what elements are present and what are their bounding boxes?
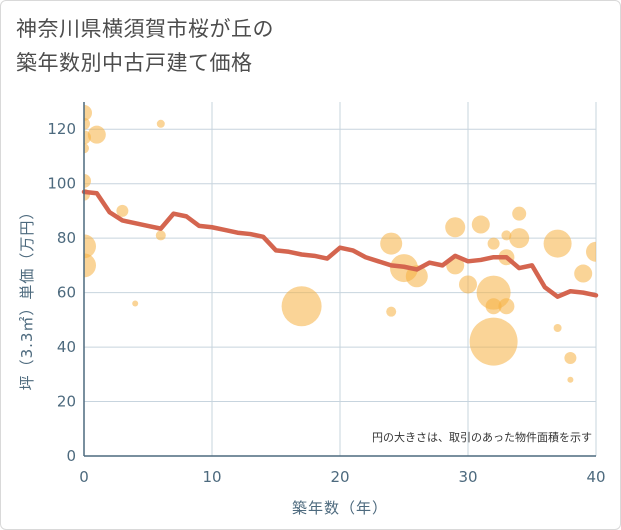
data-bubble [155,230,166,241]
data-bubble [459,275,477,294]
data-bubble [84,234,96,259]
data-bubble [469,317,518,366]
x-tick-label: 10 [202,468,221,486]
data-bubble [487,237,500,250]
data-bubble [445,217,466,238]
size-annotation: 円の大きさは、取引のあった物件面積を示す [372,430,592,444]
y-tick-label: 0 [66,447,76,465]
y-tick-label: 120 [47,120,76,138]
data-bubble [84,104,92,121]
data-bubble [485,298,502,315]
x-tick-label: 0 [79,468,89,486]
tick-layer: 0 10 20 30 40 0 20 40 60 80 100 120 [47,120,605,486]
y-tick-label: 60 [57,284,76,302]
data-bubble [586,241,596,262]
data-bubble [84,117,90,130]
data-bubble [156,119,165,128]
data-bubble [380,232,403,255]
data-bubble [501,230,512,241]
y-tick-label: 100 [47,175,76,193]
chart-title-line-1: 神奈川県横須賀市桜が丘の [16,17,274,41]
trend-layer [81,189,599,299]
chart-title: 神奈川県横須賀市桜が丘の 築年数別中古戸建て価格 [16,12,274,80]
data-bubble [116,204,129,217]
y-tick-label: 20 [57,393,76,411]
data-bubble [567,376,574,383]
x-tick-label: 30 [458,468,477,486]
x-axis-label: 築年数（年） [292,499,388,517]
data-bubble [553,324,562,333]
data-bubble [84,173,91,188]
data-bubble [574,264,593,283]
data-bubble [84,143,89,154]
data-bubble [543,229,572,258]
data-bubble [386,306,397,317]
x-tick-label: 40 [586,468,605,486]
data-bubble [84,253,96,278]
data-bubble [564,351,577,364]
data-bubble [405,265,428,288]
chart-title-line-2: 築年数別中古戸建て価格 [16,51,253,75]
data-bubble [509,228,530,249]
data-bubble [471,215,490,234]
grid-layer [84,102,597,456]
data-bubble [498,298,515,315]
data-bubble [281,286,322,327]
average-trend-line [81,189,599,299]
x-tick-label: 20 [330,468,349,486]
data-bubble [87,125,106,144]
data-bubble [132,300,139,307]
y-tick-label: 40 [57,338,76,356]
y-tick-label: 80 [57,229,76,247]
axis-layer [83,102,596,457]
y-axis-label: 坪（3.3㎡）単価（万円） [18,204,36,391]
data-bubble [512,206,527,221]
bubble-layer [84,104,596,383]
